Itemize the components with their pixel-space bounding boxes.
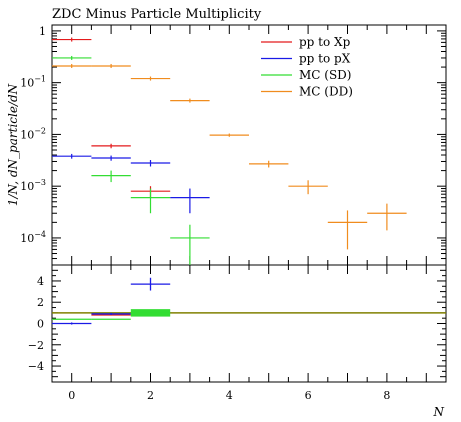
y-tick-label: 10−4: [20, 230, 46, 245]
main-axis-ticks: 1 10−1 10−2 10−3 10−4: [20, 25, 446, 266]
series-mc-sd-: [52, 55, 210, 265]
ratio-y-tick-label: −2: [28, 339, 44, 352]
series-pp-to-px: [52, 153, 210, 214]
y-tick-label: 10−3: [20, 178, 46, 193]
x-tick-label: 4: [226, 389, 233, 402]
y-tick-label: 10−2: [20, 126, 46, 141]
ratio-series-mc-sd-: [52, 309, 171, 320]
legend-label: MC (SD): [299, 68, 352, 82]
main-data-series: [52, 37, 407, 265]
ratio-data-series: [52, 277, 446, 325]
ratio-plot-frame: [51, 264, 447, 383]
series-mc-dd-: [52, 63, 407, 250]
ratio-axis-ticks: 4 2 0 −2 −4 0 2 4 6 8: [28, 265, 446, 402]
x-tick-label: 0: [68, 389, 75, 402]
ratio-y-tick-label: 2: [37, 296, 44, 309]
ratio-y-tick-label: 4: [37, 275, 44, 288]
x-tick-label: 2: [147, 389, 154, 402]
ratio-y-tick-label: 0: [37, 318, 44, 331]
x-tick-label: 6: [305, 389, 312, 402]
ratio-y-tick-label: −4: [28, 360, 44, 373]
x-axis-label: N: [433, 405, 445, 419]
y-tick-label: 10−1: [20, 75, 46, 90]
legend-label: pp to pX: [299, 52, 351, 66]
x-tick-label: 8: [383, 389, 390, 402]
chart-title: ZDC Minus Particle Multiplicity: [52, 7, 262, 22]
legend-label: pp to Xp: [299, 35, 351, 49]
ratio-series-pp-to-px: [52, 277, 171, 325]
legend: pp to Xp pp to pX MC (SD) MC (DD): [261, 35, 353, 99]
legend-label: MC (DD): [299, 85, 353, 99]
y-tick-label: 1: [39, 25, 46, 38]
y-axis-label: 1/N, dN_particle/dN: [6, 83, 20, 206]
